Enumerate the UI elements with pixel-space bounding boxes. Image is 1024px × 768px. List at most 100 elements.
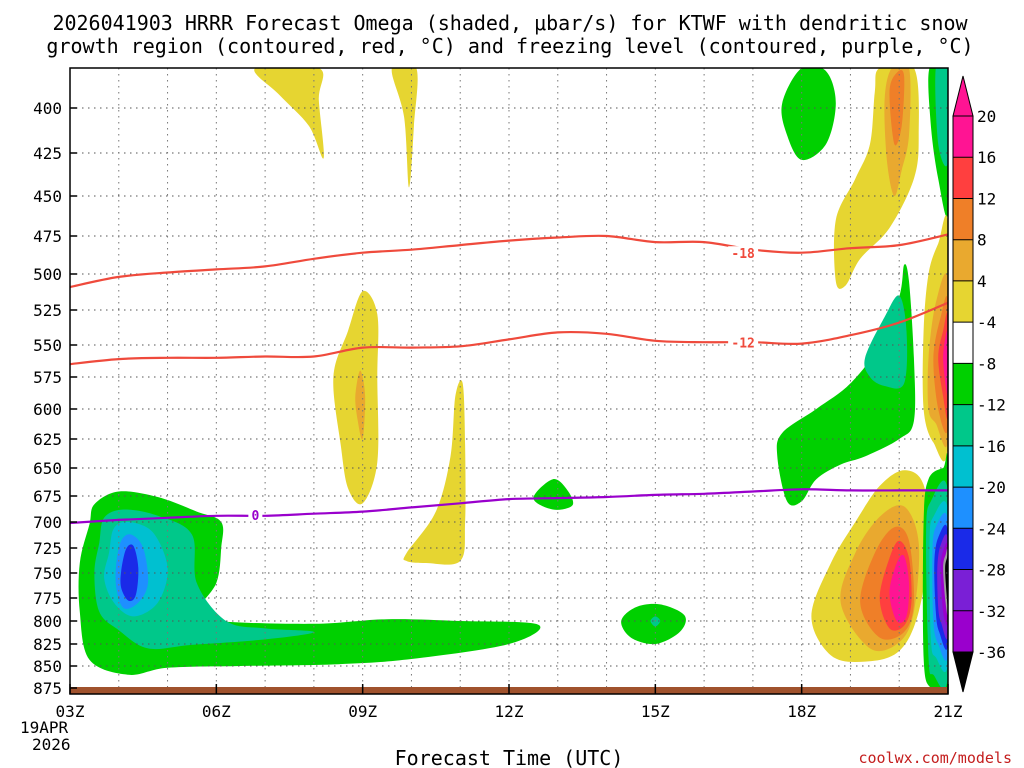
y-tick-label-700: 700	[33, 513, 62, 532]
colorbar-label--20: -20	[977, 478, 1006, 497]
y-tick-label-450: 450	[33, 187, 62, 206]
chart-title-line-1: 2026041903 HRRR Forecast Omega (shaded, …	[52, 11, 968, 35]
upward-motion-15z	[621, 603, 686, 645]
y-tick-label-875: 875	[33, 679, 62, 698]
colorbar-label-4: 4	[977, 272, 987, 291]
date-label-day: 19APR	[20, 718, 69, 737]
upward-motion-edge	[928, 68, 948, 217]
colorbar-swatch--4	[953, 322, 973, 364]
y-axis-ticks: 400 425 450 475 500 525 550 575 600 625 650 675 700 7…	[33, 99, 77, 698]
upward-motion-upper-18z	[781, 68, 836, 161]
y-tick-label-625: 625	[33, 430, 62, 449]
x-axis-ticks: 03Z 06Z 09Z 12Z 15Z 18Z 21Z	[56, 684, 963, 721]
sinking-motion-11z-level-4	[403, 380, 466, 565]
contour-line-dgz-minus12	[70, 301, 948, 366]
y-tick-label-500: 500	[33, 265, 62, 284]
y-tick-label-425: 425	[33, 144, 62, 163]
sinking-motion-upper-08z-level-4	[254, 68, 324, 159]
colorbar-label-8: 8	[977, 231, 987, 250]
x-tick-label-18Z: 18Z	[787, 702, 816, 721]
sinking-motion-upper-19z-level-12	[889, 70, 905, 146]
y-tick-label-550: 550	[33, 336, 62, 355]
contour-label-freezing-level-0: 0	[251, 509, 259, 524]
colorbar-label--16: -16	[977, 437, 1006, 456]
y-tick-label-575: 575	[33, 368, 62, 387]
colorbar-swatch-20	[953, 116, 973, 158]
upward-motion-19z-21z	[776, 264, 916, 506]
sinking-motion-edge-upper	[922, 215, 948, 462]
x-tick-label-06Z: 06Z	[202, 702, 231, 721]
sinking-motion-19z-20z-level-20	[889, 554, 910, 623]
y-tick-label-750: 750	[33, 564, 62, 583]
colorbar-label--36: -36	[977, 643, 1006, 662]
colorbar-swatch--20	[953, 487, 973, 529]
colorbar-swatch--28	[953, 569, 973, 611]
y-tick-label-400: 400	[33, 99, 62, 118]
x-tick-label-15Z: 15Z	[641, 702, 670, 721]
colorbar-label--24: -24	[977, 519, 1006, 538]
upward-motion-13z-level-m8	[533, 479, 574, 510]
sinking-motion-upper-10z-level-4	[391, 68, 418, 188]
sinking-motion-upper-10z	[391, 68, 418, 188]
sinking-motion-11z	[403, 380, 466, 565]
contour-label-bg-dgz-minus18	[728, 246, 759, 261]
y-tick-label-850: 850	[33, 657, 62, 676]
colorbar-label-20: 20	[977, 107, 996, 126]
credit-label: coolwx.com/models	[858, 749, 1012, 767]
colorbar-label--4: -4	[977, 313, 996, 332]
colorbar-swatch--8	[953, 363, 973, 405]
colorbar: 20 16 12 8 4 -4 -8 -12 -16 -20 -24 -28 -32 -36	[952, 75, 1006, 693]
x-tick-label-09Z: 09Z	[348, 702, 377, 721]
contour-label-dgz-minus18: -18	[731, 247, 755, 262]
contour-label-bg-dgz-minus12	[728, 335, 759, 350]
colorbar-label--28: -28	[977, 561, 1006, 580]
y-tick-label-800: 800	[33, 612, 62, 631]
upward-motion-edge-lower	[922, 452, 948, 692]
contour-label-bg-freezing-level-0	[248, 507, 263, 522]
colorbar-label-12: 12	[977, 189, 996, 208]
plot-area: -18 -12 0	[69, 67, 949, 695]
colorbar-bottom-arrow	[952, 651, 974, 693]
upward-motion-19z-21z-level-m8	[776, 264, 916, 506]
x-tick-label-21Z: 21Z	[934, 702, 963, 721]
x-tick-label-03Z: 03Z	[56, 702, 85, 721]
colorbar-swatch--12	[953, 404, 973, 446]
colorbar-label--32: -32	[977, 602, 1006, 621]
colorbar-swatch-16	[953, 157, 973, 199]
y-tick-label-675: 675	[33, 487, 62, 506]
y-tick-label-475: 475	[33, 227, 62, 246]
upward-motion-upper-18z-level-m8	[781, 68, 836, 161]
upward-motion-edge-level-m12	[935, 68, 948, 167]
contours: -18 -12 0	[70, 233, 948, 525]
colorbar-swatch-12	[953, 198, 973, 240]
sinking-motion-edge-upper-level-20	[943, 329, 948, 397]
y-tick-label-600: 600	[33, 400, 62, 419]
colorbar-label-16: 16	[977, 148, 996, 167]
contour-label-dgz-minus12: -12	[731, 337, 754, 352]
upward-motion-19z-21z-level-m12	[864, 295, 908, 389]
upward-motion-03z-08z	[78, 491, 541, 675]
colorbar-label--12: -12	[977, 396, 1006, 415]
upward-motion-13z	[533, 479, 574, 510]
colorbar-swatch-4	[953, 280, 973, 323]
y-tick-label-825: 825	[33, 635, 62, 654]
contour-line-dgz-minus18	[70, 233, 948, 289]
date-label-year: 2026	[32, 735, 71, 754]
colorbar-top-arrow	[952, 75, 974, 117]
colorbar-label--8: -8	[977, 354, 996, 373]
colorbar-swatch--16	[953, 445, 973, 488]
chart-title-line-2: growth region (contoured, red, °C) and f…	[46, 34, 973, 58]
sinking-motion-upper-19z	[833, 68, 919, 289]
y-tick-label-650: 650	[33, 459, 62, 478]
contour-line-freezing-level-0	[70, 488, 948, 525]
colorbar-swatch-8	[953, 239, 973, 281]
colorbar-swatch--24	[953, 528, 973, 570]
x-axis-label: Forecast Time (UTC)	[395, 746, 624, 768]
y-tick-label-525: 525	[33, 301, 62, 320]
sinking-motion-upper-08z	[254, 68, 324, 159]
y-tick-label-725: 725	[33, 539, 62, 558]
colorbar-swatch--32	[953, 610, 973, 652]
upward-motion-03z-08z-level-m24	[120, 544, 139, 602]
x-tick-label-12Z: 12Z	[495, 702, 524, 721]
